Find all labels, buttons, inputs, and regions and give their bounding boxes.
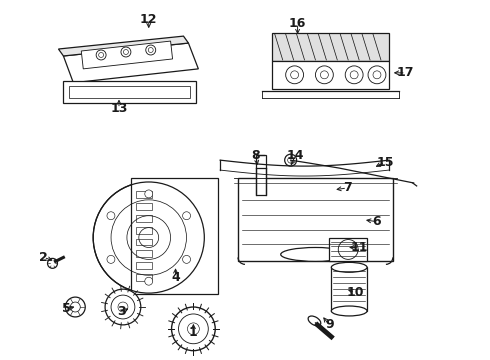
Circle shape — [373, 71, 381, 79]
Circle shape — [148, 48, 153, 53]
Bar — [331, 267, 367, 311]
Polygon shape — [238, 178, 393, 261]
Bar — [256, 155, 266, 195]
Circle shape — [368, 66, 386, 84]
Polygon shape — [63, 81, 196, 103]
Text: 5: 5 — [62, 302, 71, 315]
Circle shape — [320, 71, 328, 79]
Bar — [136, 215, 152, 222]
Circle shape — [111, 295, 135, 319]
Text: 2: 2 — [39, 251, 48, 264]
Circle shape — [286, 66, 303, 84]
Circle shape — [146, 45, 156, 55]
Text: 15: 15 — [376, 156, 393, 168]
Circle shape — [48, 258, 57, 268]
Polygon shape — [272, 61, 389, 89]
Text: 4: 4 — [171, 271, 180, 284]
Circle shape — [172, 307, 215, 351]
Circle shape — [285, 154, 296, 166]
Polygon shape — [272, 33, 389, 61]
Text: 11: 11 — [350, 241, 368, 254]
Bar — [136, 251, 152, 257]
Bar — [329, 238, 367, 261]
Bar — [136, 239, 152, 246]
Circle shape — [183, 255, 191, 264]
Circle shape — [107, 212, 115, 220]
Ellipse shape — [331, 306, 367, 316]
Ellipse shape — [308, 316, 321, 326]
Circle shape — [96, 50, 106, 60]
Circle shape — [71, 302, 80, 312]
Polygon shape — [131, 178, 218, 294]
Circle shape — [145, 190, 153, 198]
Bar — [136, 227, 152, 234]
Bar — [136, 203, 152, 210]
Circle shape — [107, 255, 115, 264]
Bar — [136, 274, 152, 281]
Circle shape — [188, 323, 199, 335]
Circle shape — [338, 239, 358, 260]
Text: 3: 3 — [118, 306, 126, 319]
Text: 16: 16 — [289, 17, 306, 30]
Text: 1: 1 — [189, 326, 198, 339]
Text: 10: 10 — [346, 285, 364, 299]
Circle shape — [345, 66, 363, 84]
Text: 6: 6 — [373, 215, 381, 228]
Bar — [136, 262, 152, 269]
Text: 12: 12 — [140, 13, 157, 26]
Circle shape — [65, 297, 85, 317]
Circle shape — [316, 66, 333, 84]
Bar — [136, 191, 152, 198]
Circle shape — [121, 47, 131, 57]
Text: 9: 9 — [325, 318, 334, 331]
Circle shape — [183, 212, 191, 220]
Polygon shape — [58, 36, 189, 56]
Circle shape — [288, 157, 294, 163]
Circle shape — [291, 71, 298, 79]
Ellipse shape — [281, 247, 350, 261]
Circle shape — [105, 289, 141, 325]
Text: 13: 13 — [110, 102, 128, 115]
Polygon shape — [63, 43, 198, 83]
Circle shape — [93, 182, 204, 293]
Circle shape — [145, 277, 153, 285]
Text: 14: 14 — [287, 149, 304, 162]
Circle shape — [123, 50, 128, 54]
Ellipse shape — [331, 262, 367, 272]
Text: 17: 17 — [397, 66, 415, 79]
Circle shape — [98, 53, 103, 58]
Polygon shape — [70, 86, 191, 98]
Circle shape — [118, 302, 128, 312]
Polygon shape — [81, 41, 172, 69]
Text: 7: 7 — [343, 181, 352, 194]
Text: 8: 8 — [251, 149, 260, 162]
Circle shape — [178, 314, 208, 344]
Circle shape — [350, 71, 358, 79]
